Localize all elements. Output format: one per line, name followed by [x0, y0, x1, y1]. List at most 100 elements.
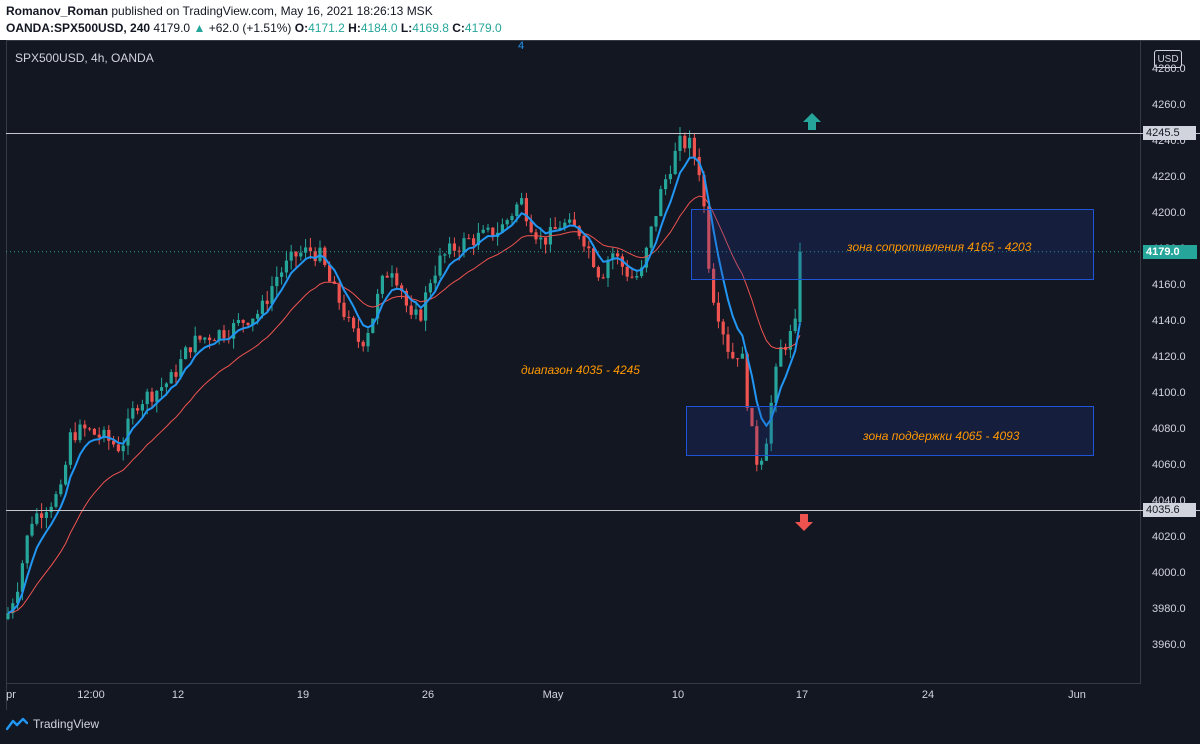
candle-body[interactable]	[102, 429, 106, 438]
candle-body[interactable]	[721, 321, 725, 335]
candle-body[interactable]	[438, 255, 442, 276]
resistance-zone[interactable]	[691, 209, 1094, 280]
candle-body[interactable]	[179, 359, 183, 377]
candle-body[interactable]	[649, 226, 653, 248]
candle-body[interactable]	[49, 506, 53, 513]
candle-body[interactable]	[568, 219, 572, 223]
candle-body[interactable]	[395, 273, 399, 286]
candle-body[interactable]	[798, 251, 802, 322]
candle-body[interactable]	[505, 220, 509, 225]
candle-body[interactable]	[716, 302, 720, 322]
candle-body[interactable]	[510, 215, 514, 221]
candle-body[interactable]	[299, 252, 303, 257]
candle-body[interactable]	[304, 247, 308, 253]
candle-body[interactable]	[793, 318, 797, 332]
resistance-level-line[interactable]	[6, 133, 1200, 134]
tradingview-logo[interactable]: TradingView	[6, 717, 99, 731]
support-zone[interactable]	[686, 406, 1094, 456]
candle-body[interactable]	[606, 259, 610, 279]
candle-body[interactable]	[462, 238, 466, 252]
candle-body[interactable]	[659, 189, 663, 217]
candle-body[interactable]	[184, 347, 188, 360]
candle-body[interactable]	[256, 313, 260, 319]
candle-body[interactable]	[73, 432, 77, 441]
candle-body[interactable]	[313, 251, 317, 262]
candle-body[interactable]	[270, 286, 274, 304]
candle-body[interactable]	[419, 309, 423, 321]
candle-body[interactable]	[337, 283, 341, 303]
chart-pane[interactable]	[6, 40, 1141, 684]
candle-body[interactable]	[774, 366, 778, 403]
candle-body[interactable]	[380, 275, 384, 294]
candle-body[interactable]	[582, 235, 586, 247]
candle-body[interactable]	[750, 407, 754, 427]
candle-body[interactable]	[131, 408, 135, 419]
candle-body[interactable]	[25, 535, 29, 564]
candle-body[interactable]	[788, 331, 792, 350]
currency-button[interactable]: USD	[1154, 50, 1182, 68]
candle-body[interactable]	[366, 332, 370, 347]
candle-body[interactable]	[323, 247, 327, 265]
candle-body[interactable]	[208, 337, 212, 341]
candle-body[interactable]	[116, 444, 120, 452]
candle-body[interactable]	[145, 391, 149, 405]
candle-body[interactable]	[150, 391, 154, 402]
candle-body[interactable]	[241, 319, 245, 323]
candle-body[interactable]	[486, 227, 490, 230]
candle-body[interactable]	[563, 222, 567, 228]
candle-body[interactable]	[54, 494, 58, 507]
candle-body[interactable]	[260, 300, 264, 314]
candle-body[interactable]	[35, 513, 39, 524]
candle-body[interactable]	[443, 254, 447, 256]
candle-body[interactable]	[121, 445, 125, 452]
candle-body[interactable]	[587, 246, 591, 249]
support-zone-note[interactable]: зона поддержки 4065 - 4093	[863, 429, 1020, 443]
candle-body[interactable]	[193, 335, 197, 353]
candle-body[interactable]	[664, 179, 668, 190]
candle-body[interactable]	[390, 273, 394, 278]
candle-body[interactable]	[779, 347, 783, 367]
candle-body[interactable]	[155, 390, 159, 402]
candle-body[interactable]	[529, 221, 533, 233]
candle-body[interactable]	[702, 175, 706, 207]
candle-body[interactable]	[467, 238, 471, 240]
candle-body[interactable]	[611, 253, 615, 260]
candle-body[interactable]	[692, 137, 696, 157]
candle-body[interactable]	[707, 206, 711, 269]
candle-body[interactable]	[644, 247, 648, 268]
candle-body[interactable]	[126, 418, 130, 446]
candle-body[interactable]	[472, 238, 476, 246]
candle-body[interactable]	[769, 402, 773, 444]
candle-body[interactable]	[30, 523, 34, 536]
candle-body[interactable]	[64, 464, 68, 485]
candle-body[interactable]	[630, 276, 634, 278]
candle-body[interactable]	[140, 404, 144, 411]
candle-body[interactable]	[222, 330, 226, 339]
candle-body[interactable]	[352, 317, 356, 329]
symbol-label[interactable]: OANDA:SPX500USD, 240	[6, 21, 151, 35]
candle-body[interactable]	[640, 267, 644, 277]
candle-body[interactable]	[294, 251, 298, 257]
candle-body[interactable]	[745, 353, 749, 408]
candle-body[interactable]	[553, 227, 557, 230]
candle-body[interactable]	[112, 440, 116, 445]
candle-body[interactable]	[625, 266, 629, 277]
breakout-up-arrow-icon[interactable]	[803, 113, 821, 130]
candle-body[interactable]	[356, 328, 360, 342]
candle-body[interactable]	[107, 429, 111, 441]
candle-body[interactable]	[78, 424, 82, 441]
candle-body[interactable]	[88, 428, 92, 430]
candle-body[interactable]	[515, 204, 519, 216]
candle-body[interactable]	[500, 224, 504, 233]
candle-body[interactable]	[424, 292, 428, 321]
candle-body[interactable]	[83, 424, 87, 429]
candle-body[interactable]	[160, 387, 164, 391]
candle-body[interactable]	[212, 340, 216, 342]
candle-body[interactable]	[347, 316, 351, 318]
candle-body[interactable]	[592, 248, 596, 268]
candle-body[interactable]	[400, 285, 404, 291]
candle-body[interactable]	[577, 226, 581, 236]
candle-body[interactable]	[572, 219, 576, 227]
author-name[interactable]: Romanov_Roman	[6, 4, 109, 18]
candle-body[interactable]	[457, 250, 461, 252]
